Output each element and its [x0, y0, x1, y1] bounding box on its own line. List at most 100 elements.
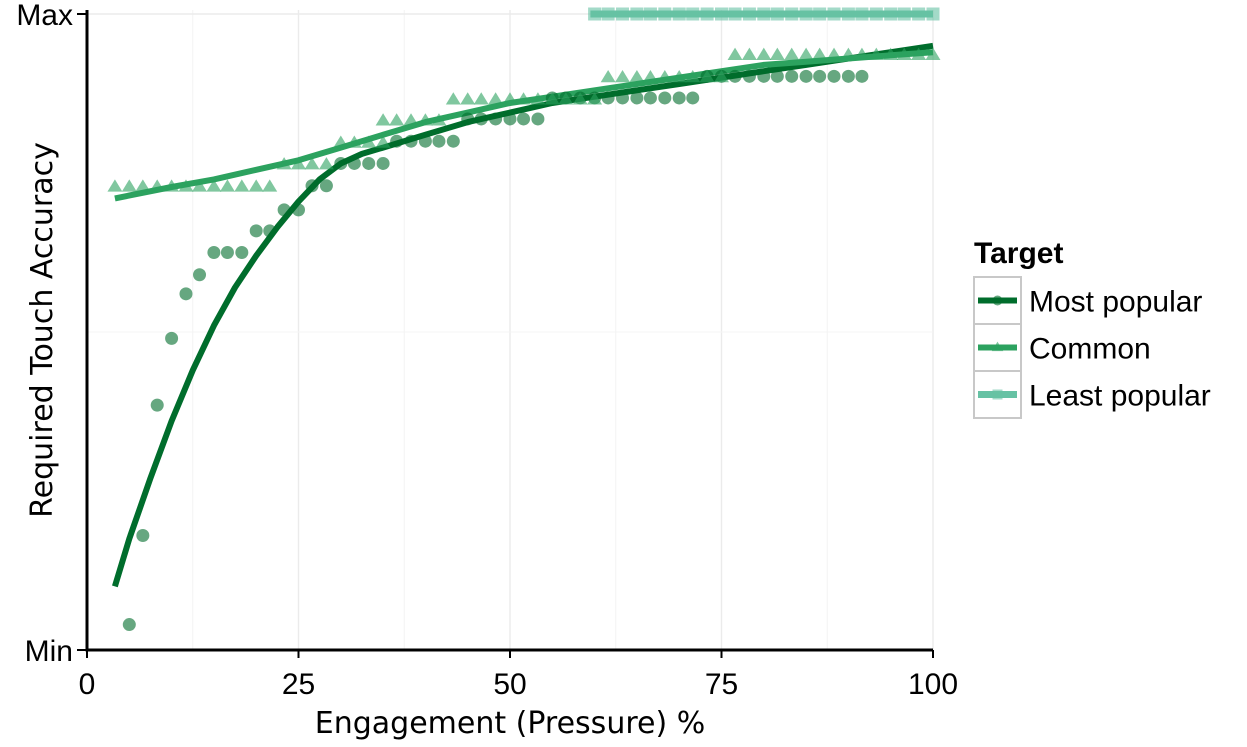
data-point [432, 134, 446, 148]
legend-label: Most popular [1029, 286, 1202, 319]
data-point [700, 7, 714, 21]
data-point [672, 7, 686, 21]
data-point [642, 69, 658, 83]
fit-line [114, 49, 934, 202]
data-point [207, 246, 221, 259]
data-point [234, 179, 250, 192]
legend-key-marker [992, 295, 1003, 306]
ticks: 0 25 50 75 100 Min Max [16, 0, 958, 701]
data-point [841, 7, 855, 21]
x-tick-label: 50 [493, 668, 526, 701]
data-point [869, 7, 883, 21]
data-point [600, 69, 616, 83]
data-point [461, 112, 475, 126]
data-point [305, 179, 319, 193]
data-point [178, 179, 194, 192]
data-point [714, 69, 729, 83]
data-point [686, 7, 700, 21]
legend-title: Target [974, 237, 1063, 270]
data-point [390, 134, 404, 148]
data-point [884, 7, 898, 21]
data-point [135, 179, 151, 192]
data-point [643, 91, 657, 105]
data-point [107, 179, 123, 192]
x-tick-label: 25 [282, 668, 315, 701]
data-point [854, 47, 870, 61]
data-point [799, 7, 813, 21]
data-point [179, 287, 193, 301]
data-point [841, 69, 855, 83]
data-point [658, 91, 672, 105]
data-point [517, 112, 531, 126]
data-point [404, 134, 418, 148]
data-point [291, 157, 306, 170]
data-point [304, 157, 320, 170]
data-point [855, 69, 869, 83]
data-point [488, 92, 504, 105]
data-point [826, 47, 842, 61]
data-point [785, 7, 799, 21]
data-point [615, 69, 630, 83]
data-point [193, 268, 207, 282]
data-point [417, 113, 433, 126]
data-point [346, 135, 362, 148]
data-point [530, 92, 546, 105]
data-point [502, 92, 518, 105]
y-tick-label: Max [16, 0, 73, 32]
data-point [912, 7, 926, 21]
x-tick-label: 100 [908, 668, 958, 701]
data-point [558, 92, 574, 105]
data-point [616, 91, 630, 105]
data-point [785, 69, 799, 83]
data-point [587, 92, 603, 105]
data-point [361, 135, 377, 148]
data-point [911, 47, 927, 61]
data-point [686, 91, 700, 105]
data-point [473, 92, 489, 105]
data-point [616, 7, 630, 21]
data-point [403, 113, 419, 126]
data-point [896, 47, 912, 61]
data-point [630, 7, 644, 21]
fit-line [112, 42, 934, 588]
data-point [699, 69, 715, 83]
data-point [601, 91, 615, 105]
data-point [742, 69, 756, 83]
data-points [107, 7, 941, 632]
data-point [248, 179, 264, 192]
data-point [136, 529, 150, 543]
data-point [658, 7, 672, 21]
data-point [770, 7, 784, 21]
data-point [672, 91, 686, 105]
data-point [277, 203, 291, 217]
data-point [868, 47, 884, 61]
data-point [757, 69, 771, 83]
data-point [122, 618, 136, 632]
data-point [784, 47, 800, 61]
data-point [812, 47, 828, 61]
data-point [460, 92, 476, 105]
legend-key-marker [992, 389, 1003, 400]
x-axis-title: Engagement (Pressure) % [315, 706, 705, 741]
data-point [757, 7, 771, 21]
data-point [531, 112, 545, 126]
y-tick-label: Min [25, 635, 73, 668]
data-point [150, 398, 164, 412]
data-point [897, 7, 911, 21]
data-point [347, 156, 361, 170]
data-point [756, 47, 772, 61]
data-point [643, 7, 657, 21]
x-tick-label: 75 [705, 668, 738, 701]
data-point [362, 156, 376, 170]
data-point [276, 157, 292, 170]
data-point [206, 179, 222, 192]
data-point [827, 7, 841, 21]
data-point [769, 47, 785, 61]
data-point [376, 156, 390, 170]
data-point [389, 113, 405, 126]
data-point [544, 92, 560, 105]
data-point [249, 224, 263, 238]
data-point [588, 7, 602, 21]
data-point [770, 69, 784, 83]
data-point [516, 92, 532, 105]
